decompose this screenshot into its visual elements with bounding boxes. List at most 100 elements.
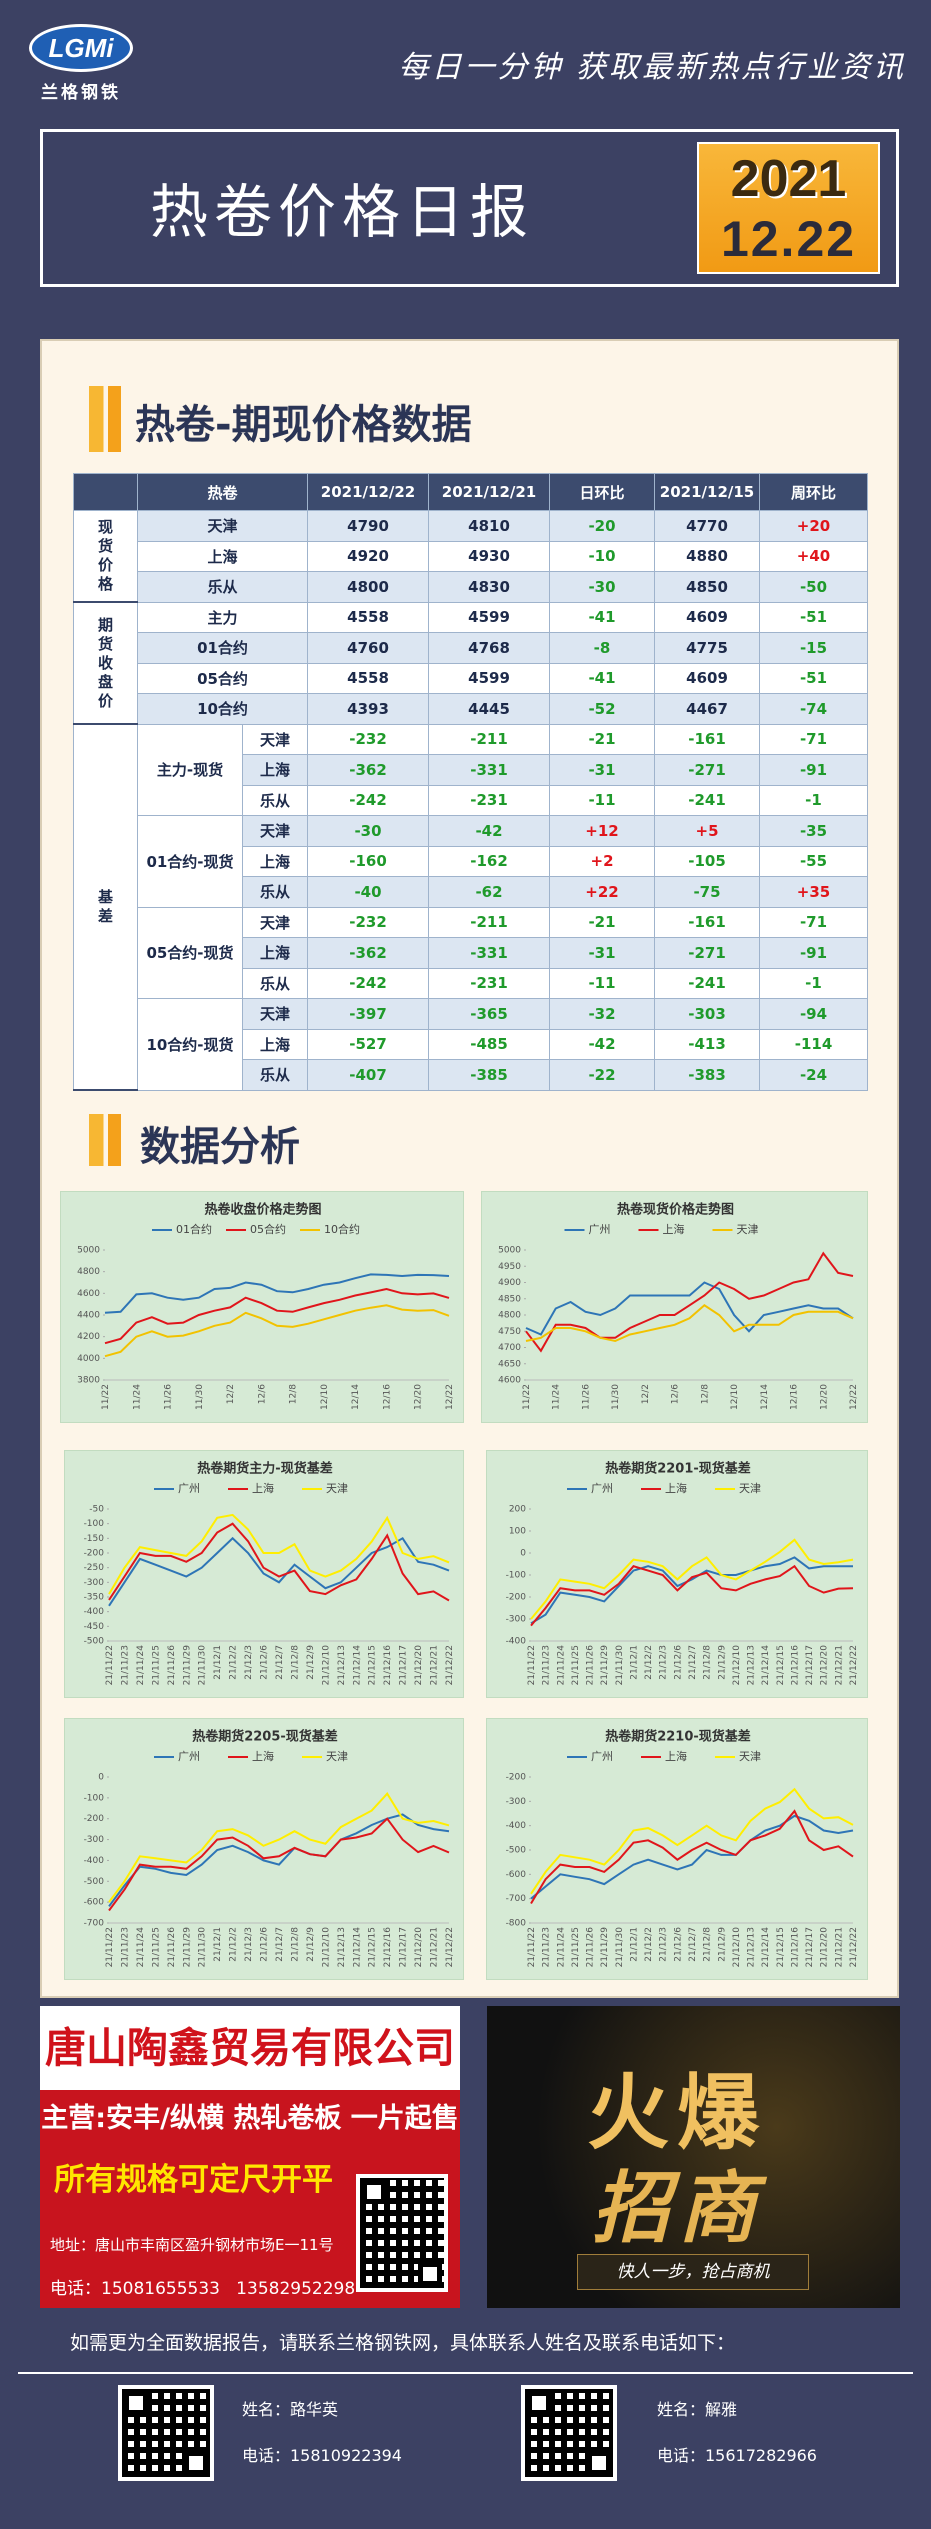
value-cell: +2 (549, 845, 656, 877)
x-tick-label: 21/12/14 (761, 1927, 771, 1968)
slogan: 每日一分钟 获取最新热点行业资讯 (398, 50, 906, 85)
chart: 热卷期货2210-现货基差 广州 上海 天津 -800 -700 -600 -500 -400 -… (486, 1718, 868, 1980)
value-cell: -52 (549, 693, 656, 725)
series-line (530, 1564, 854, 1627)
x-tick-label: 21/12/10 (321, 1645, 331, 1686)
row-label: 10合约 (136, 693, 309, 725)
value-cell: 4558 (307, 601, 430, 633)
value-cell: -75 (654, 876, 761, 908)
y-tick-label: 200 (509, 1505, 526, 1515)
series-line (108, 1513, 450, 1595)
legend-label: 天津 (737, 1223, 759, 1236)
value-cell: -527 (307, 1028, 430, 1060)
x-tick-label: 21/11/22 (527, 1927, 537, 1967)
value-cell: -21 (549, 723, 656, 755)
value-cell: -105 (654, 845, 761, 877)
series-line (108, 1792, 450, 1903)
row-label: 天津 (241, 906, 309, 938)
x-tick-label: 21/11/23 (542, 1927, 552, 1967)
y-tick-label: 4000 (77, 1354, 100, 1364)
series-line (525, 1304, 854, 1343)
subgroup-label: 05合约-现货 (137, 906, 243, 999)
x-tick-label: 12/14 (760, 1384, 770, 1410)
x-tick-label: 21/11/22 (105, 1927, 115, 1967)
x-tick-label: 12/20 (414, 1384, 424, 1410)
qr-code (521, 2385, 617, 2481)
x-tick-label: 21/11/23 (120, 1927, 130, 1967)
value-cell: -231 (428, 784, 551, 816)
x-tick-label: 21/12/17 (399, 1927, 409, 1967)
group-label: 现货价格 (73, 510, 138, 603)
x-tick-label: 21/12/2 (644, 1927, 654, 1962)
x-tick-label: 21/11/24 (556, 1927, 566, 1968)
value-cell: 4800 (307, 571, 430, 603)
legend-label: 上海 (665, 1481, 687, 1495)
x-tick-label: 11/24 (132, 1384, 142, 1410)
x-tick-label: 21/12/22 (445, 1927, 455, 1967)
brand: 兰格钢铁 (41, 83, 121, 103)
value-cell: -242 (307, 784, 430, 816)
value-cell: 4768 (428, 632, 551, 664)
x-tick-label: 21/11/22 (527, 1645, 537, 1685)
page-title: 热卷价格日报 (150, 178, 535, 246)
value-cell: 4609 (654, 601, 761, 633)
x-tick-label: 12/6 (257, 1384, 267, 1404)
value-cell: -50 (759, 571, 869, 603)
value-cell: -407 (307, 1059, 430, 1091)
chart-title: 热卷现货价格走势图 (617, 1202, 734, 1218)
y-tick-label: -300 (84, 1578, 105, 1588)
value-cell: -485 (428, 1028, 551, 1060)
y-tick-label: -350 (84, 1593, 105, 1603)
x-tick-label: 21/12/8 (703, 1927, 713, 1962)
x-tick-label: 21/12/14 (352, 1927, 362, 1968)
value-cell: -241 (654, 967, 761, 999)
value-cell: +20 (759, 510, 869, 542)
value-cell: 4393 (307, 693, 430, 725)
table-row: 05合约-现货 天津 -232 -211 -21 -161 -71 (73, 906, 869, 999)
y-tick-label: 4800 (77, 1267, 100, 1277)
row-label: 乐从 (241, 967, 309, 999)
x-tick-label: 21/11/29 (600, 1645, 610, 1686)
row-label: 上海 (241, 1028, 309, 1060)
y-tick-label: 5000 (77, 1246, 100, 1256)
value-cell: -397 (307, 998, 430, 1030)
date: 12.22 (720, 211, 857, 267)
x-tick-label: 21/12/13 (337, 1927, 347, 1967)
footer-note: 如需更为全面数据报告，请联系兰格钢铁网，具体联系人姓名及联系电话如下： (70, 2332, 736, 2354)
contact-phone: 电话：15810922394 (242, 2446, 402, 2465)
x-tick-label: 21/12/14 (761, 1645, 771, 1686)
x-tick-label: 21/12/13 (747, 1645, 757, 1685)
y-tick-label: -100 (506, 1571, 527, 1581)
x-tick-label: 21/12/16 (790, 1927, 800, 1968)
series-line (108, 1813, 450, 1907)
value-cell: -20 (549, 510, 656, 542)
value-cell: -71 (759, 723, 869, 755)
x-tick-label: 21/12/13 (337, 1645, 347, 1685)
header-cell: 热卷 (136, 473, 309, 511)
y-tick-label: -200 (506, 1773, 527, 1783)
value-cell: -160 (307, 845, 430, 877)
x-tick-label: 21/12/7 (275, 1645, 285, 1680)
y-tick-label: -200 (506, 1593, 527, 1603)
subgroup-label: 01合约-现货 (137, 815, 243, 908)
x-tick-label: 21/12/10 (732, 1927, 742, 1968)
value-cell: -271 (654, 937, 761, 969)
subgroup-label: 10合约-现货 (137, 998, 243, 1091)
x-tick-label: 21/12/16 (383, 1927, 393, 1968)
y-tick-label: -100 (84, 1519, 105, 1529)
x-tick-label: 12/2 (641, 1384, 651, 1404)
x-tick-label: 21/12/8 (290, 1927, 300, 1962)
value-cell: 4558 (307, 662, 430, 694)
table-row: 期货收盘价 主力 4558 4599 -41 4609 -51 (73, 601, 869, 725)
series-line (530, 1809, 854, 1905)
x-tick-label: 21/11/25 (571, 1645, 581, 1685)
row-label: 上海 (241, 754, 309, 786)
x-tick-label: 21/11/26 (586, 1927, 596, 1968)
y-tick-label: 3800 (77, 1376, 100, 1386)
x-tick-label: 21/11/29 (182, 1927, 192, 1968)
x-tick-label: 12/8 (700, 1384, 710, 1404)
group-label: 基差 (73, 723, 138, 1091)
value-cell: -41 (549, 601, 656, 633)
x-tick-label: 21/12/17 (805, 1927, 815, 1967)
